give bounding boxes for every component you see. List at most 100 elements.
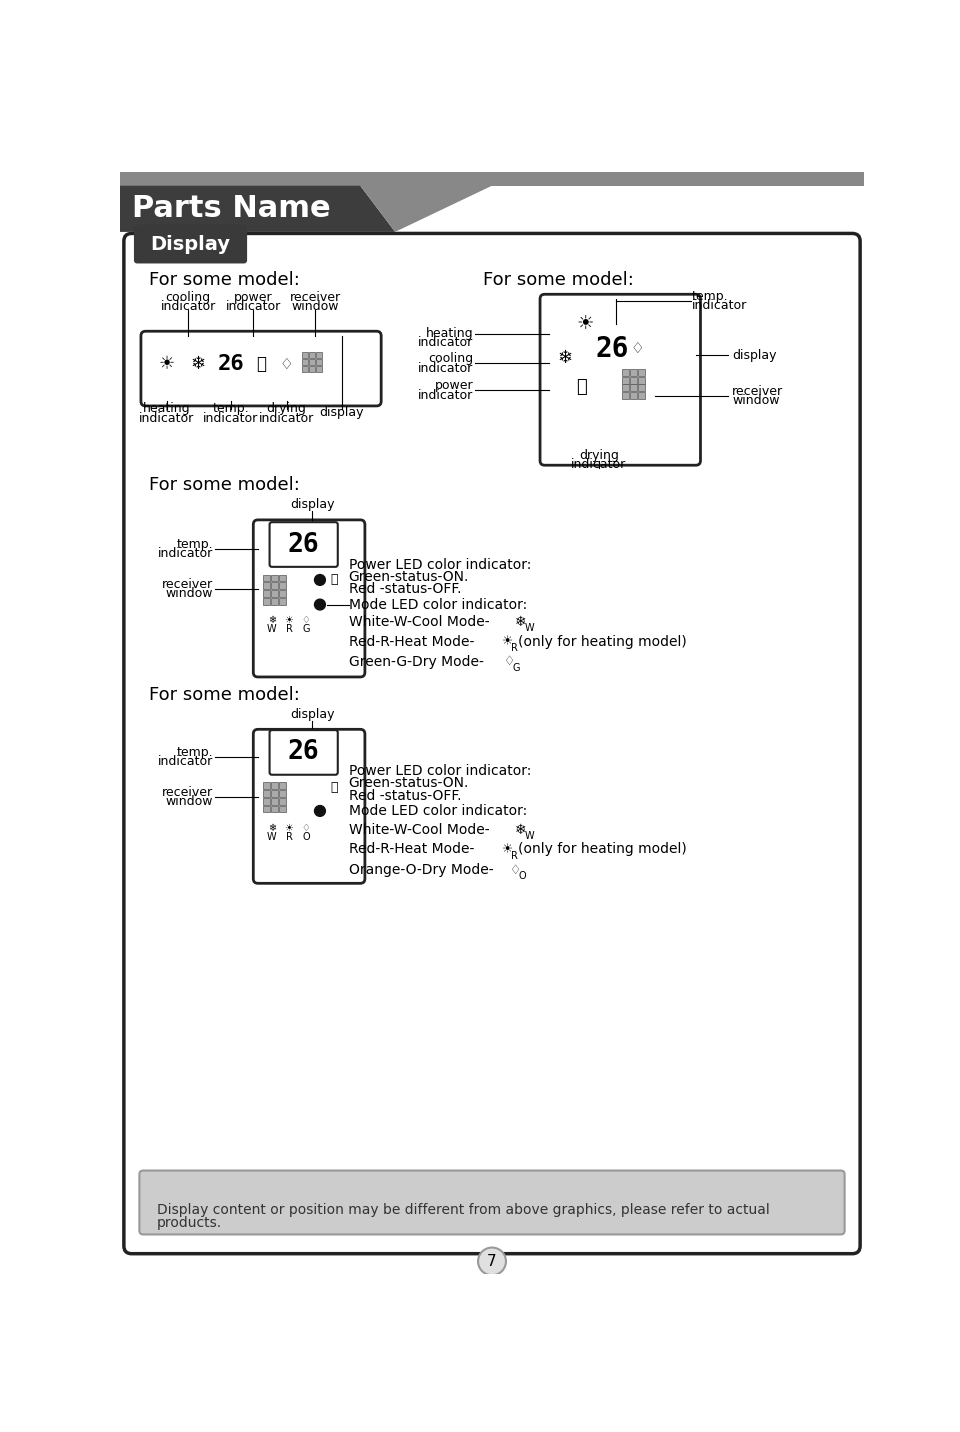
- Text: 26: 26: [218, 354, 244, 374]
- Bar: [302, 367, 308, 372]
- Bar: [271, 798, 278, 805]
- Bar: [263, 590, 271, 597]
- Text: ♢: ♢: [510, 863, 521, 876]
- Bar: [309, 352, 315, 358]
- Bar: [263, 583, 271, 589]
- Text: ❄: ❄: [558, 349, 572, 367]
- Text: Red-R-Heat Mode-: Red-R-Heat Mode-: [348, 634, 474, 649]
- Text: ⏻: ⏻: [331, 782, 338, 795]
- Text: power: power: [435, 379, 473, 392]
- Text: 26: 26: [288, 739, 320, 766]
- Text: Parts Name: Parts Name: [132, 195, 330, 223]
- Text: W: W: [524, 623, 534, 633]
- Text: ♢: ♢: [301, 614, 310, 624]
- Polygon shape: [360, 186, 492, 232]
- Bar: [263, 574, 271, 581]
- Bar: [622, 377, 629, 384]
- Bar: [271, 790, 278, 798]
- Bar: [271, 590, 278, 597]
- Text: ❄: ❄: [268, 614, 276, 624]
- Text: (only for heating model): (only for heating model): [518, 634, 687, 649]
- FancyBboxPatch shape: [141, 331, 381, 405]
- Bar: [278, 798, 286, 805]
- Text: indicator: indicator: [419, 337, 473, 349]
- Text: Green-status-ON.: Green-status-ON.: [348, 570, 469, 584]
- Text: heating: heating: [426, 326, 473, 339]
- FancyBboxPatch shape: [253, 729, 365, 884]
- FancyBboxPatch shape: [124, 233, 860, 1253]
- Text: indicator: indicator: [692, 299, 747, 312]
- Text: ❄: ❄: [516, 616, 527, 629]
- Text: For some model:: For some model:: [150, 477, 300, 494]
- Bar: [309, 359, 315, 365]
- Circle shape: [315, 806, 325, 816]
- Text: 26: 26: [288, 531, 320, 557]
- Text: For some model:: For some model:: [150, 271, 300, 289]
- FancyBboxPatch shape: [270, 730, 338, 775]
- Text: ☀: ☀: [502, 843, 514, 856]
- Bar: [316, 367, 323, 372]
- Text: display: display: [290, 498, 334, 511]
- Text: receiver: receiver: [290, 291, 341, 304]
- Text: Red -status-OFF.: Red -status-OFF.: [348, 789, 461, 802]
- Text: Red-R-Heat Mode-: Red-R-Heat Mode-: [348, 842, 474, 856]
- Text: cooling: cooling: [166, 291, 211, 304]
- FancyBboxPatch shape: [270, 523, 338, 567]
- FancyBboxPatch shape: [253, 520, 365, 677]
- Text: For some model:: For some model:: [483, 271, 634, 289]
- Text: ♢: ♢: [279, 357, 294, 372]
- Bar: [309, 367, 315, 372]
- Text: display: display: [290, 709, 334, 722]
- Bar: [278, 782, 286, 789]
- Text: O: O: [518, 872, 526, 881]
- Text: 26: 26: [595, 335, 629, 362]
- Text: indicator: indicator: [157, 547, 213, 560]
- Text: Orange-O-Dry Mode-: Orange-O-Dry Mode-: [348, 863, 493, 878]
- Text: ♢: ♢: [504, 654, 516, 669]
- Text: Power LED color indicator:: Power LED color indicator:: [348, 763, 531, 778]
- Text: Green-status-ON.: Green-status-ON.: [348, 776, 469, 790]
- Text: W: W: [267, 624, 276, 634]
- Text: W: W: [524, 832, 534, 842]
- Bar: [630, 384, 636, 391]
- Bar: [622, 392, 629, 400]
- Text: products.: products.: [157, 1216, 223, 1230]
- Text: R: R: [285, 832, 293, 842]
- Text: indicator: indicator: [139, 412, 194, 425]
- Text: receiver: receiver: [162, 786, 213, 799]
- Text: indicator: indicator: [204, 412, 258, 425]
- Bar: [637, 392, 645, 400]
- Text: White-W-Cool Mode-: White-W-Cool Mode-: [348, 616, 490, 629]
- Text: drying: drying: [579, 448, 619, 461]
- Text: Green-G-Dry Mode-: Green-G-Dry Mode-: [348, 654, 484, 669]
- Text: Display content or position may be different from above graphics, please refer t: Display content or position may be diffe…: [157, 1203, 770, 1217]
- Bar: [302, 352, 308, 358]
- Bar: [630, 392, 636, 400]
- Text: R: R: [511, 643, 517, 653]
- Text: receiver: receiver: [732, 385, 783, 398]
- Text: Mode LED color indicator:: Mode LED color indicator:: [348, 597, 527, 611]
- Text: ⏻: ⏻: [256, 355, 266, 374]
- Text: cooling: cooling: [428, 352, 473, 365]
- Text: ❄: ❄: [516, 823, 527, 838]
- Bar: [278, 574, 286, 581]
- Bar: [278, 590, 286, 597]
- Text: indicator: indicator: [157, 755, 213, 768]
- Bar: [302, 359, 308, 365]
- Text: window: window: [165, 795, 213, 808]
- Text: temp.: temp.: [177, 746, 213, 759]
- Text: indicator: indicator: [226, 301, 281, 314]
- Text: indicator: indicator: [419, 362, 473, 375]
- Text: ❄: ❄: [268, 823, 276, 833]
- Text: heating: heating: [143, 402, 190, 415]
- Bar: [263, 806, 271, 812]
- Text: G: G: [513, 663, 520, 673]
- Text: R: R: [511, 851, 517, 861]
- Text: ♢: ♢: [301, 823, 310, 833]
- FancyBboxPatch shape: [540, 294, 701, 465]
- Text: power: power: [234, 291, 273, 304]
- Bar: [637, 377, 645, 384]
- Text: ❄: ❄: [190, 355, 205, 374]
- Text: ⏻: ⏻: [331, 573, 338, 587]
- Text: Display: Display: [151, 235, 230, 253]
